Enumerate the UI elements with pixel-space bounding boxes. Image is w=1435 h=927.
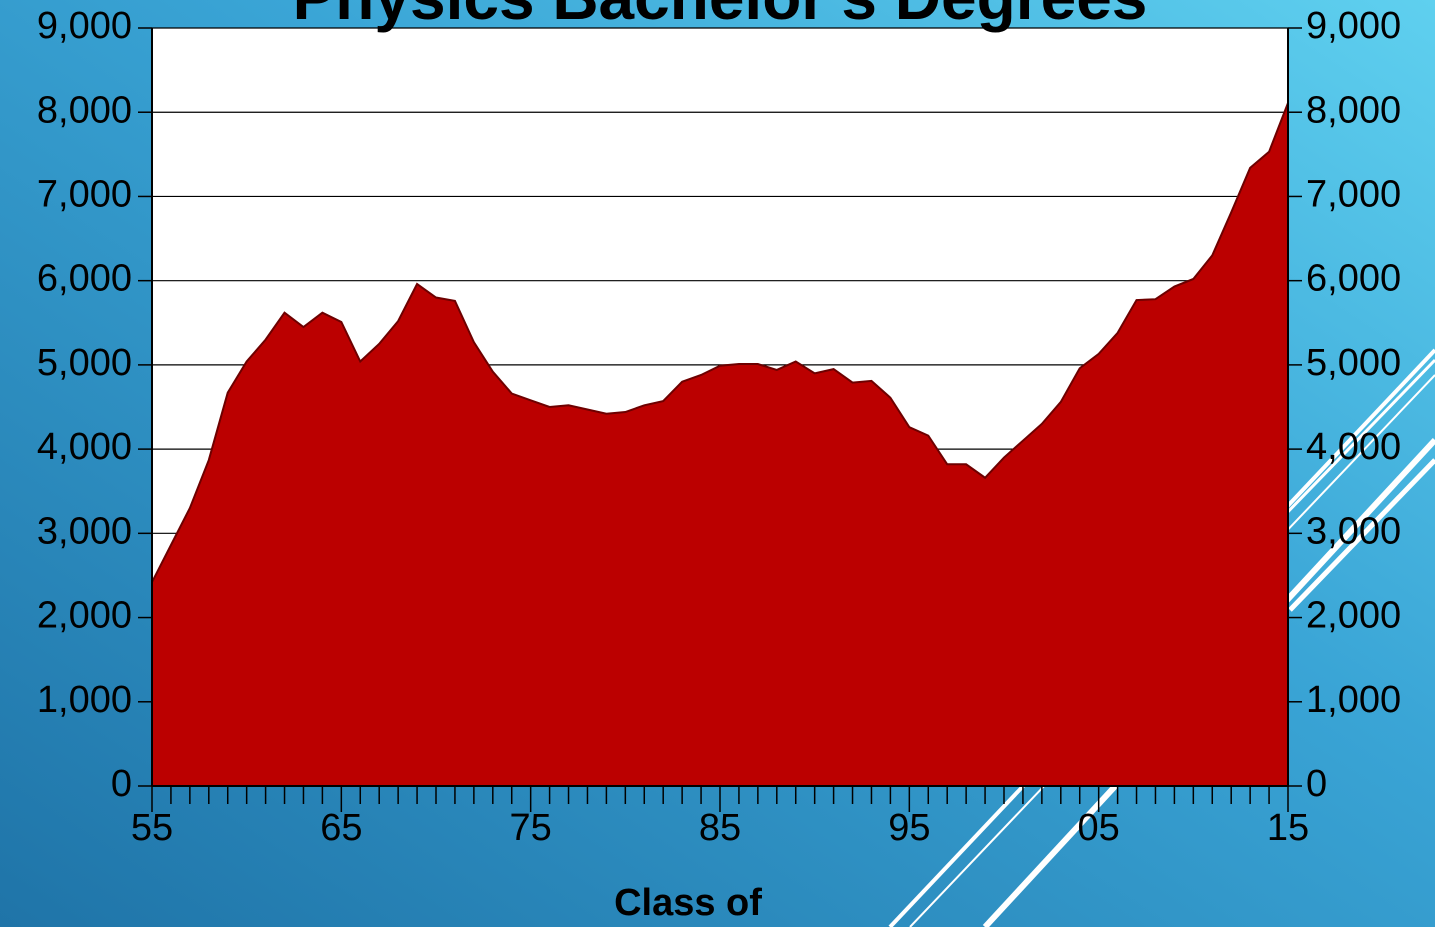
y2-tick-label: 5,000 [1306, 342, 1401, 384]
y2-tick-label: 3,000 [1306, 510, 1401, 552]
x-axis-label: Class of [614, 882, 762, 924]
y2-tick-label: 6,000 [1306, 258, 1401, 300]
area [151, 102, 1289, 787]
y-tick-label: 8,000 [37, 89, 132, 131]
y-tick-label: 7,000 [37, 173, 132, 215]
y-tick-label: 1,000 [37, 679, 132, 721]
y-tick-label: 0 [111, 763, 132, 805]
y2-tick-label: 7,000 [1306, 173, 1401, 215]
y-tick-label: 5,000 [37, 342, 132, 384]
x-tick-label: 55 [131, 807, 173, 849]
y2-tick-label: 9,000 [1306, 5, 1401, 47]
x-tick-label: 95 [888, 807, 930, 849]
y2-tick-label: 2,000 [1306, 595, 1401, 637]
y2-tick-label: 4,000 [1306, 426, 1401, 468]
y-tick-label: 4,000 [37, 426, 132, 468]
y-tick-label: 3,000 [37, 510, 132, 552]
x-tick-label: 75 [510, 807, 552, 849]
x-tick-label: 85 [699, 807, 741, 849]
y-tick-label: 2,000 [37, 595, 132, 637]
y-tick-label: 6,000 [37, 258, 132, 300]
x-tick-label: 65 [320, 807, 362, 849]
y2-tick-label: 0 [1306, 763, 1327, 805]
x-tick-label: 05 [1078, 807, 1120, 849]
x-tick-label: 15 [1267, 807, 1309, 849]
y-tick-label: 9,000 [37, 5, 132, 47]
y2-tick-label: 8,000 [1306, 89, 1401, 131]
y2-tick-label: 1,000 [1306, 679, 1401, 721]
